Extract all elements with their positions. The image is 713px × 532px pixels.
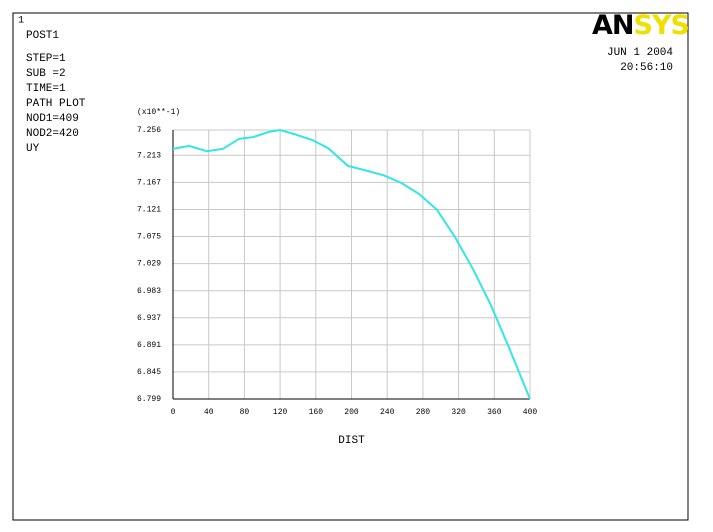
logo-part: AN	[592, 10, 634, 41]
y-tick-label: 6.937	[137, 314, 161, 323]
x-tick-label: 0	[171, 408, 176, 417]
x-axis-title: DIST	[338, 435, 365, 447]
x-tick-label: 240	[380, 408, 395, 417]
y-tick-label: 6.891	[137, 341, 161, 350]
x-tick-label: 360	[487, 408, 502, 417]
info-line: TIME=1	[26, 83, 66, 95]
time: 20:56:10	[620, 62, 673, 74]
y-tick-label: 7.167	[137, 178, 161, 187]
window-number: 1	[18, 16, 24, 27]
y-tick-label: 7.075	[137, 233, 161, 242]
x-tick-label: 160	[309, 408, 324, 417]
x-tick-label: 200	[344, 408, 359, 417]
info-line: POST1	[26, 30, 59, 42]
y-tick-label: 7.121	[137, 206, 161, 215]
x-tick-label: 280	[416, 408, 431, 417]
y-multiplier: (x10**-1)	[137, 108, 180, 117]
result-label: UY	[26, 143, 40, 155]
y-tick-label: 7.256	[137, 126, 161, 135]
frame	[12, 12, 689, 521]
date: JUN 1 2004	[607, 47, 673, 59]
info-line: NOD2=420	[26, 128, 79, 140]
x-tick-label: 400	[523, 408, 538, 417]
info-line: NOD1=409	[26, 113, 79, 125]
y-tick-label: 6.983	[137, 287, 161, 296]
data-line	[172, 128, 531, 400]
info-line: SUB =2	[26, 68, 66, 80]
x-tick-label: 40	[204, 408, 214, 417]
y-tick-label: 7.213	[137, 151, 161, 160]
x-tick-label: 120	[273, 408, 288, 417]
x-tick-label: 80	[240, 408, 250, 417]
info-line: PATH PLOT	[26, 98, 86, 110]
logo: ANSYS	[592, 10, 689, 41]
y-tick-label: 6.799	[137, 395, 161, 404]
info-line: STEP=1	[26, 53, 66, 65]
y-tick-label: 7.029	[137, 260, 161, 269]
logo-part: SYS	[634, 10, 689, 41]
y-tick-label: 6.845	[137, 368, 161, 377]
x-tick-label: 320	[451, 408, 466, 417]
